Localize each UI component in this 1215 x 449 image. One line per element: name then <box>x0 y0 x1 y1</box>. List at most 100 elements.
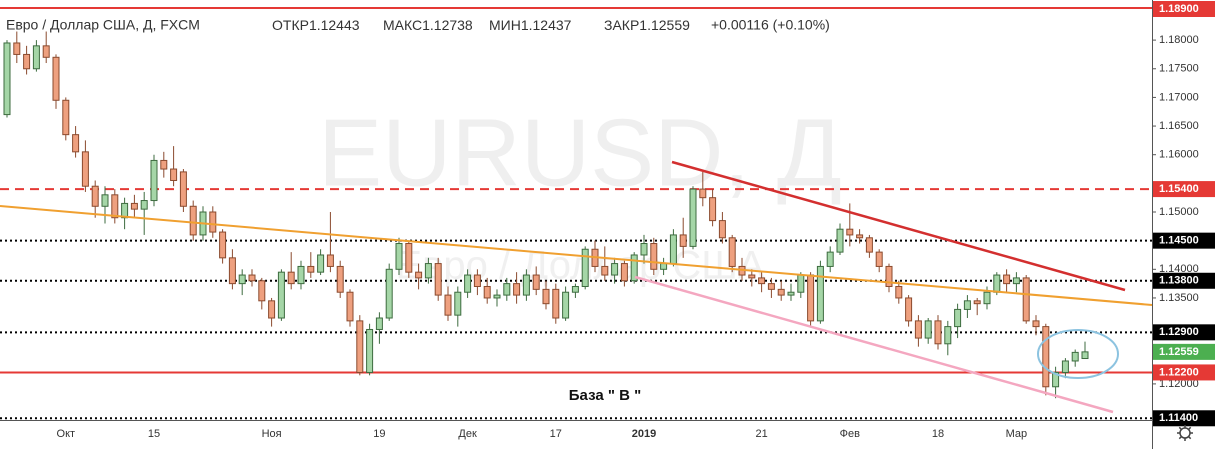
x-tick-label: 17 <box>550 428 562 440</box>
candle-body <box>23 53 31 70</box>
x-tick-label: 18 <box>932 428 944 440</box>
candle-body <box>415 271 423 279</box>
candle-body <box>542 288 550 305</box>
candle-body <box>748 274 756 279</box>
candle-body <box>581 248 589 287</box>
candle-body <box>287 271 295 285</box>
candle-body <box>963 300 971 310</box>
trend-line <box>634 275 1114 414</box>
candle-body <box>571 285 579 293</box>
value: 1.12738 <box>422 17 473 33</box>
label: МИН <box>489 17 521 33</box>
annotation: База " В " <box>569 387 641 404</box>
label: МАКС <box>383 17 422 33</box>
level-label-box <box>1153 1 1215 17</box>
value: 1.12437 <box>521 17 572 33</box>
value: 1.12443 <box>309 17 360 33</box>
candle-body <box>366 328 374 373</box>
candle-body <box>630 254 638 282</box>
level-label: 1.12900 <box>1159 326 1199 338</box>
x-tick-label: Дек <box>458 428 477 440</box>
candle-body <box>905 297 913 322</box>
candle-body <box>983 291 991 305</box>
candle-body <box>483 285 491 299</box>
candle-body <box>836 228 844 253</box>
candle-body <box>758 277 766 285</box>
candle-body <box>532 274 540 290</box>
level-label-box <box>1153 410 1215 427</box>
symbol: Евро / Доллар США, Д, FXCM <box>6 17 200 33</box>
candle-body <box>179 171 187 207</box>
candle-body <box>640 243 648 256</box>
x-tick-label: Фев <box>840 428 860 440</box>
label: ОТКР <box>272 17 309 33</box>
candle-body <box>385 268 393 319</box>
candle-body <box>777 288 785 296</box>
candle-body <box>689 188 697 247</box>
price-axis: 1.18000 1.17500 1.17000 1.16500 1.16000 1.150… <box>1152 34 1199 390</box>
level-label: 1.18900 <box>1159 3 1199 15</box>
candle-body <box>297 265 305 285</box>
candle-body <box>209 211 217 233</box>
candle-body <box>238 274 246 285</box>
level-label-box <box>1153 343 1215 360</box>
candle-body <box>954 308 962 328</box>
candle-body <box>32 45 40 70</box>
candle-body <box>1071 351 1079 362</box>
candle-body <box>856 234 864 239</box>
label: ЗАКР <box>604 17 639 33</box>
candle-body <box>405 243 413 273</box>
level-label-box <box>1153 324 1215 341</box>
level-label: 1.11400 <box>1159 412 1198 424</box>
level-label: 1.12559 <box>1159 346 1199 358</box>
x-tick-label: Мар <box>1006 428 1028 440</box>
candle-body <box>13 42 21 55</box>
candle-body <box>170 168 178 181</box>
y-tick-label: 1.14000 <box>1159 263 1199 275</box>
candle-body <box>611 263 619 276</box>
candle-body <box>424 263 432 279</box>
candle-body <box>601 265 609 276</box>
candle-body <box>552 288 560 319</box>
candle-body <box>1003 274 1011 285</box>
candle-body <box>160 159 168 170</box>
candle-body <box>669 234 677 265</box>
candle-body <box>101 194 109 207</box>
candle-body <box>522 274 530 296</box>
candle-body <box>375 317 383 330</box>
settings-icon[interactable] <box>1177 425 1193 441</box>
candle-body <box>258 280 266 302</box>
candle-body <box>650 243 658 270</box>
ohlc-open: ОТКР1.12443 <box>272 17 360 33</box>
levels <box>0 7 1152 420</box>
level-label: 1.12200 <box>1159 366 1199 378</box>
candle-body <box>914 320 922 339</box>
y-tick-label: 1.16500 <box>1159 120 1199 132</box>
candle-body <box>895 285 903 299</box>
candle-body <box>248 274 256 282</box>
trend-line <box>0 205 1152 306</box>
candle-body <box>42 45 50 58</box>
candle-body <box>346 291 354 322</box>
candle-body <box>885 265 893 287</box>
candle-body <box>121 202 129 219</box>
candle-body <box>1042 326 1050 388</box>
x-tick-label: Ноя <box>262 428 282 440</box>
level-label: 1.14500 <box>1159 235 1199 247</box>
candle-body <box>307 265 315 273</box>
ohlc-low: МИН1.12437 <box>489 17 572 33</box>
candle-body <box>973 300 981 305</box>
candle-body <box>944 326 952 345</box>
x-tick-label: 15 <box>148 428 160 440</box>
candle-body <box>660 263 668 270</box>
trend-line <box>671 160 1126 292</box>
candle-body <box>875 251 883 267</box>
candle-body <box>3 42 11 116</box>
y-tick-label: 1.13500 <box>1159 292 1199 304</box>
candle-body <box>718 220 726 239</box>
candle-body <box>111 194 119 219</box>
candle-body <box>513 283 521 296</box>
y-tick-label: 1.18000 <box>1159 34 1199 46</box>
candle-body <box>72 134 80 153</box>
candle-body <box>709 197 717 222</box>
